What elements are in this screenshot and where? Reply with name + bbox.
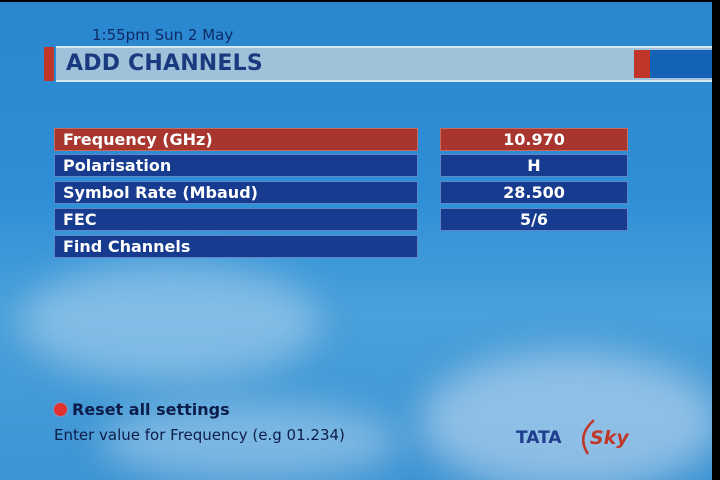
page-title: ADD CHANNELS (66, 51, 263, 76)
fec-label[interactable]: FEC (54, 208, 418, 231)
title-accent-blue (650, 50, 712, 78)
find-channels-button[interactable]: Find Channels (54, 235, 418, 258)
clock: 1:55pm Sun 2 May (92, 26, 234, 44)
symbol-rate-input[interactable]: 28.500 (440, 181, 628, 204)
title-bar (44, 46, 712, 82)
fec-value[interactable]: 5/6 (440, 208, 628, 231)
symbol-rate-label[interactable]: Symbol Rate (Mbaud) (54, 181, 418, 204)
cloud-decoration (420, 352, 712, 480)
svg-text:TATA: TATA (516, 428, 562, 448)
title-accent-right (634, 50, 650, 78)
polarisation-label[interactable]: Polarisation (54, 154, 418, 177)
cloud-decoration (100, 402, 400, 480)
reset-label: Reset all settings (72, 400, 230, 419)
title-accent-left (44, 47, 54, 81)
tata-sky-logo: TATA Sky (516, 419, 630, 455)
reset-all-settings[interactable]: Reset all settings (54, 400, 230, 419)
frequency-label[interactable]: Frequency (GHz) (54, 128, 418, 151)
polarisation-value[interactable]: H (440, 154, 628, 177)
frequency-input[interactable]: 10.970 (440, 128, 628, 151)
svg-text:Sky: Sky (590, 427, 630, 449)
hint-text: Enter value for Frequency (e.g 01.234) (54, 426, 345, 444)
title-bar-background (56, 46, 712, 82)
cloud-decoration (20, 262, 320, 382)
red-button-icon (54, 403, 67, 416)
